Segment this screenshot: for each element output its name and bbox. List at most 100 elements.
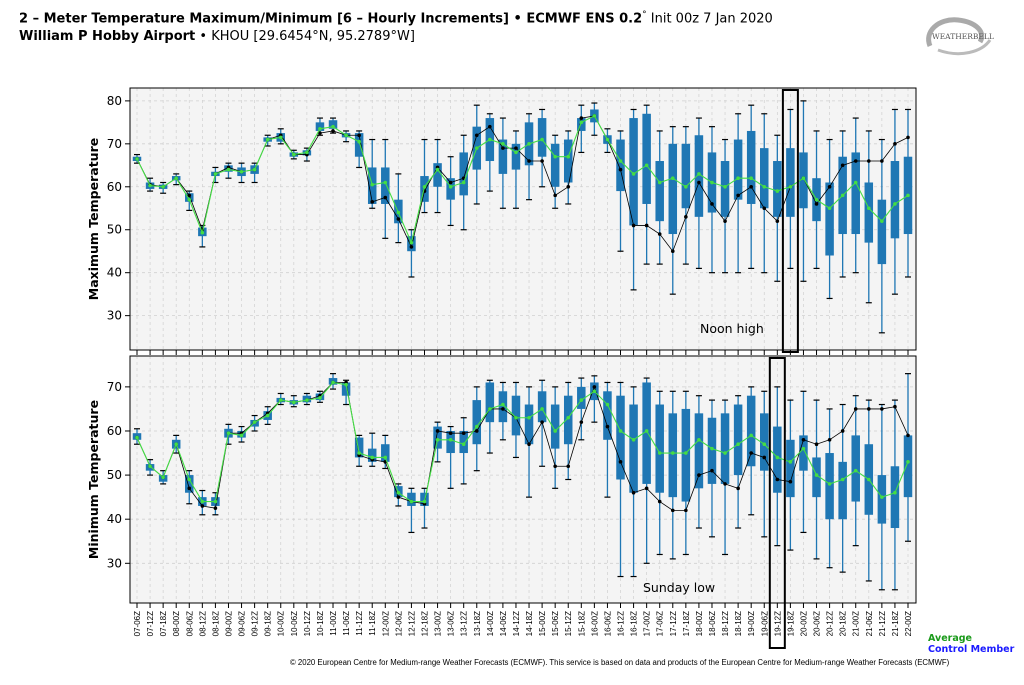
- control-point: [566, 184, 571, 189]
- average-point: [305, 398, 309, 402]
- control-point: [435, 429, 440, 433]
- average-point: [801, 176, 806, 180]
- box: [746, 395, 756, 467]
- x-tick-label: 15-00Z: [538, 611, 547, 636]
- box: [354, 133, 364, 157]
- average-point: [252, 167, 257, 172]
- average-point: [213, 499, 218, 504]
- plot-area: [130, 88, 916, 350]
- average-point: [657, 451, 662, 455]
- average-line: [136, 115, 909, 245]
- box: [733, 139, 743, 200]
- average-point: [514, 415, 518, 420]
- x-tick-label: 11-12Z: [355, 611, 364, 636]
- average-point: [396, 210, 401, 215]
- x-tick-label: 21-06Z: [865, 611, 874, 636]
- x-tick-label: 09-18Z: [264, 611, 273, 636]
- box: [720, 161, 730, 217]
- average-point: [331, 380, 335, 385]
- box: [472, 400, 482, 445]
- control-point: [866, 159, 871, 163]
- box: [655, 404, 664, 493]
- control-point: [501, 146, 505, 150]
- control-point: [788, 479, 793, 484]
- average-point: [474, 146, 479, 150]
- x-tick-label: 21-00Z: [852, 611, 861, 636]
- average-point: [814, 197, 819, 202]
- y-tick-label: 30: [107, 309, 122, 323]
- average-point: [331, 124, 335, 129]
- control-point: [723, 219, 727, 223]
- box: [550, 143, 560, 187]
- box: [720, 413, 730, 484]
- average-point: [396, 490, 401, 495]
- box: [655, 161, 664, 222]
- control-point: [213, 506, 218, 510]
- average-point: [710, 180, 714, 185]
- average-point: [618, 429, 623, 433]
- x-tick-label: 13-18Z: [473, 611, 482, 636]
- average-point: [749, 433, 753, 438]
- average-point: [684, 451, 688, 455]
- average-point: [265, 137, 270, 142]
- highlight-box: [781, 89, 799, 353]
- box: [577, 386, 586, 409]
- legend: Average Control Member: [928, 633, 1014, 655]
- control-point: [893, 142, 897, 146]
- x-tick-label: 21-12Z: [878, 611, 887, 636]
- x-tick-label: 13-00Z: [434, 611, 443, 636]
- control-point: [461, 431, 466, 435]
- average-point: [514, 150, 518, 155]
- x-tick-label: 08-06Z: [185, 611, 194, 636]
- legend-control: Control Member: [928, 644, 1015, 655]
- box: [616, 139, 625, 192]
- plot-frame: [129, 355, 917, 604]
- average-point: [409, 499, 414, 504]
- x-tick-label: 20-12Z: [826, 611, 835, 636]
- box: [903, 435, 913, 498]
- average-point: [540, 407, 544, 411]
- control-point: [553, 464, 557, 469]
- average-point: [605, 137, 610, 142]
- x-tick-label: 19-06Z: [760, 611, 769, 636]
- average-point: [723, 184, 727, 189]
- average-point: [135, 157, 139, 161]
- average-point: [187, 197, 192, 202]
- control-point: [566, 464, 571, 469]
- x-tick-label: 10-00Z: [277, 611, 286, 636]
- average-point: [697, 438, 701, 442]
- x-tick-label: 11-00Z: [329, 611, 338, 636]
- average-point: [631, 172, 636, 176]
- average-point: [775, 455, 780, 460]
- average-point: [644, 163, 649, 168]
- average-point: [893, 202, 897, 206]
- box: [563, 395, 573, 445]
- average-point: [553, 429, 557, 433]
- control-point: [775, 219, 780, 223]
- box: [446, 178, 455, 200]
- control-point: [396, 495, 401, 499]
- average-point: [383, 180, 388, 185]
- control-point: [187, 193, 192, 198]
- control-point: [697, 473, 701, 477]
- y-tick-label: 50: [107, 223, 122, 237]
- x-tick-label: 16-00Z: [590, 611, 599, 636]
- legend-average: Average: [928, 633, 972, 644]
- control-point: [396, 217, 401, 221]
- average-point: [553, 154, 557, 159]
- average-point: [318, 396, 322, 400]
- box: [537, 118, 547, 157]
- box: [407, 492, 416, 506]
- average-point: [566, 415, 571, 420]
- average-point: [488, 137, 492, 142]
- control-point: [906, 433, 910, 438]
- control-point: [631, 223, 636, 228]
- average-point: [461, 442, 466, 447]
- control-point: [749, 184, 753, 189]
- average-point: [566, 154, 571, 159]
- x-tick-label: 13-06Z: [447, 611, 456, 636]
- control-point: [579, 420, 584, 424]
- average-point: [579, 398, 584, 402]
- box: [381, 444, 390, 462]
